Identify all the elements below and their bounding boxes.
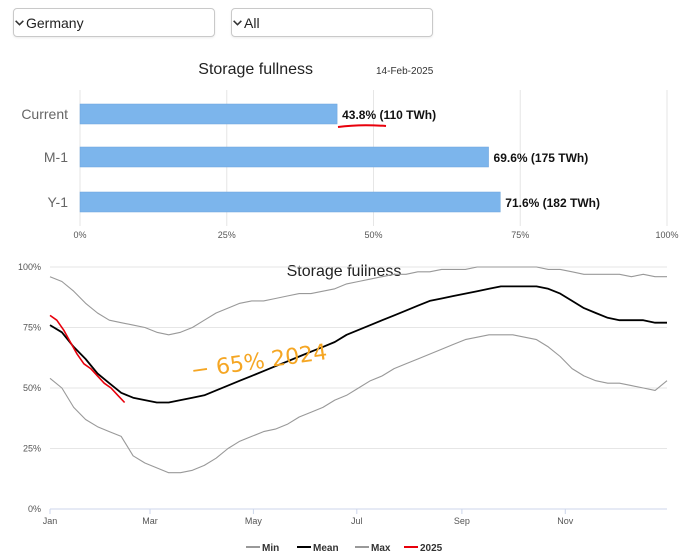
series-line-min[interactable] — [49, 334, 668, 474]
country-select-value: Germany — [26, 14, 84, 31]
line-x-tick-label: Jan — [43, 516, 58, 526]
right-edge-strip — [684, 0, 690, 558]
legend-item-min[interactable]: Min — [262, 543, 279, 554]
line-x-tick-label: Nov — [557, 516, 574, 526]
bar-chart-date: 14-Feb-2025 — [376, 66, 434, 77]
bar[interactable] — [79, 146, 489, 168]
range-select-value: All — [244, 14, 260, 31]
line-x-tick-label: May — [245, 516, 263, 526]
bar-category-label: Y-1 — [47, 194, 68, 210]
line-chart-title: Storage fullness — [287, 263, 402, 280]
series-line-mean[interactable] — [49, 285, 667, 404]
bar-x-tick-label: 25% — [218, 230, 236, 240]
line-y-tick-label: 75% — [23, 323, 41, 333]
line-y-tick-label: 100% — [18, 262, 41, 272]
bar-x-tick-label: 50% — [364, 230, 382, 240]
legend-item-mean[interactable]: Mean — [313, 543, 339, 554]
bar-data-label: 71.6% (182 TWh) — [505, 196, 600, 210]
line-y-tick-label: 50% — [23, 383, 41, 393]
chevron-down-icon — [15, 20, 24, 26]
bar-chart: Storage fullness 14-Feb-2025 Current M-1 Y… — [21, 61, 678, 240]
bar-data-label: 43.8% (110 TWh) — [342, 108, 436, 122]
line-x-tick-label: Sep — [454, 516, 470, 526]
line-x-tick-label: Mar — [142, 516, 158, 526]
bar-category-label: Current — [21, 106, 68, 122]
line-y-tick-label: 25% — [23, 444, 41, 454]
bar-x-tick-label: 75% — [511, 230, 529, 240]
handwritten-annotation: − 65% 2024 — [189, 340, 328, 384]
country-select[interactable]: Germany — [13, 8, 215, 37]
series-line-2025[interactable] — [49, 314, 126, 404]
legend-item-2025[interactable]: 2025 — [420, 543, 443, 554]
line-y-tick-label: 0% — [28, 504, 41, 514]
line-x-tick-label: Jul — [351, 516, 363, 526]
bar-chart-title: Storage fullness — [198, 61, 313, 78]
chevron-down-icon — [233, 20, 242, 26]
bar-data-label: 69.6% (175 TWh) — [494, 151, 589, 165]
legend-item-max[interactable]: Max — [371, 543, 391, 554]
bar-category-label: M-1 — [44, 149, 68, 165]
series-line-max[interactable] — [49, 266, 667, 336]
bar-x-tick-label: 100% — [655, 230, 678, 240]
bar[interactable] — [79, 103, 338, 125]
bar[interactable] — [79, 191, 501, 213]
bar-x-tick-label: 0% — [73, 230, 86, 240]
range-select[interactable]: All — [231, 8, 433, 37]
